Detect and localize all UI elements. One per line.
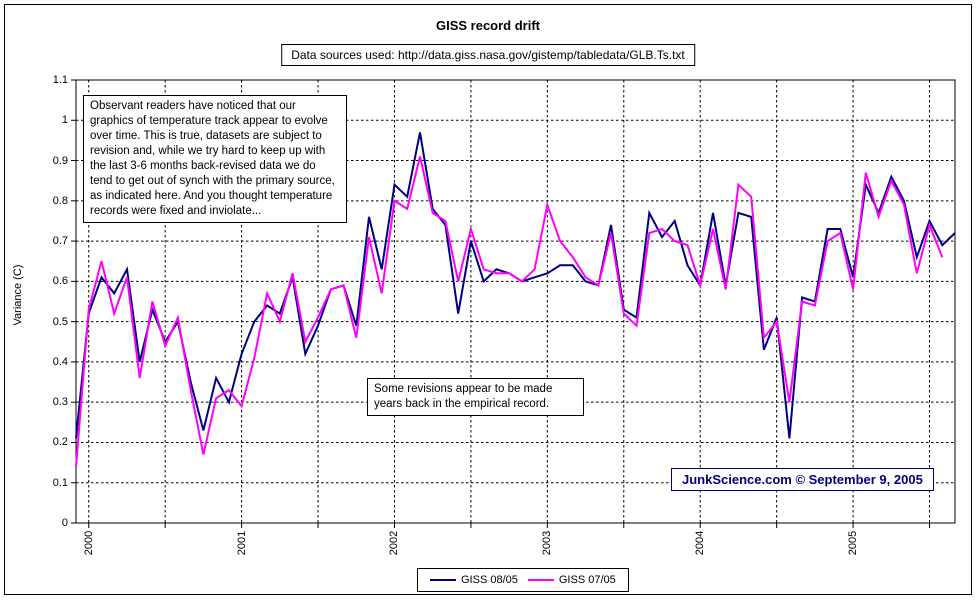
chart-frame: GISS record drift Data sources used: htt… — [4, 4, 972, 595]
y-tick-label: 1 — [61, 114, 68, 127]
x-tick-label: 2000 — [82, 530, 95, 556]
legend-item-giss-0705: GISS 07/05 — [527, 574, 616, 586]
y-tick-label: 1.1 — [52, 74, 68, 86]
legend-label: GISS 08/05 — [461, 574, 518, 586]
legend-item-giss-0805: GISS 08/05 — [430, 574, 518, 586]
x-tick-label: 2004 — [694, 530, 707, 556]
legend: GISS 08/05 GISS 07/05 — [417, 568, 629, 592]
annotation-observant-readers: Observant readers have noticed that our … — [83, 95, 347, 223]
x-tick-label: 2001 — [235, 530, 248, 556]
y-tick-label: 0.6 — [52, 275, 68, 288]
x-tick-label: 2005 — [847, 530, 860, 556]
y-tick-label: 0.1 — [52, 476, 68, 489]
legend-label: GISS 07/05 — [558, 574, 616, 586]
x-tick-label: 2002 — [388, 530, 401, 556]
series-line-giss-0705 — [75, 156, 944, 467]
y-tick-label: 0.7 — [52, 235, 68, 248]
y-tick-label: 0.2 — [52, 436, 68, 449]
chart-title: GISS record drift — [435, 18, 541, 33]
y-tick-label: 0.3 — [52, 396, 68, 409]
y-tick-label: 0.5 — [52, 315, 68, 328]
y-tick-label: 0.9 — [52, 154, 68, 167]
y-tick-label: 0.8 — [52, 194, 68, 207]
data-source-box: Data sources used: http://data.giss.nasa… — [281, 44, 695, 66]
legend-line-swatch-navy — [430, 579, 456, 581]
plot-border — [75, 79, 956, 524]
annotation-revisions: Some revisions appear to be made years b… — [367, 378, 584, 416]
data-source-text: Data sources used: http://data.giss.nasa… — [291, 48, 685, 62]
watermark-junkscience: JunkScience.com © September 9, 2005 — [671, 468, 934, 491]
y-tick-label: 0 — [61, 517, 68, 529]
x-tick-label: 2003 — [541, 530, 554, 556]
y-axis-title: Variance (C) — [12, 264, 24, 326]
y-tick-label: 0.4 — [52, 355, 68, 368]
legend-line-swatch-magenta — [527, 579, 554, 581]
